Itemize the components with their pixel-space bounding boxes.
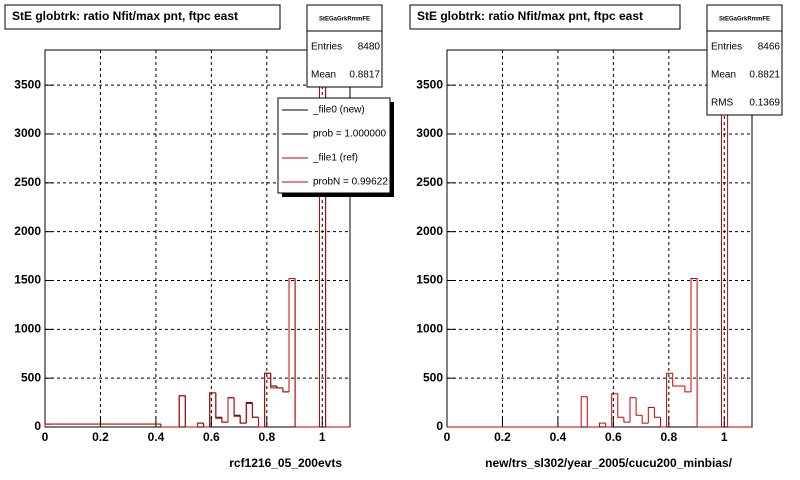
panel: 0 500 1000 1500 2000 2500 3000 3500 0 0.2 0.4 0.6 0.… (4, 4, 394, 470)
y-tick-label: 1500 (14, 273, 41, 287)
stats-value: 0.8821 (749, 70, 780, 81)
histogram-bin (690, 278, 698, 392)
histogram-bin (239, 416, 247, 424)
histogram-bin (635, 397, 643, 416)
histogram-bin (288, 278, 296, 392)
legend-box (277, 97, 391, 194)
x-axis-label: rcf1216_05_200evts (229, 456, 342, 470)
histogram-bin (209, 392, 216, 427)
y-tick-label: 2500 (14, 175, 41, 189)
stats-name: StEGaGrkRmmFE (319, 17, 370, 23)
histogram-bin (617, 393, 624, 418)
histogram-bin (641, 415, 649, 424)
plot-frame (446, 49, 753, 428)
histogram-bin (203, 423, 210, 428)
stats-box (706, 4, 783, 116)
histogram-bin (684, 385, 691, 393)
histogram-bin (294, 278, 302, 428)
stats-label: Mean (311, 70, 336, 81)
y-tick-label: 3000 (14, 126, 41, 140)
chart-title: StE globtrk: ratio Nfit/max pnt, ftpc ea… (417, 9, 643, 23)
histogram-bin (245, 403, 253, 424)
histogram-bin (270, 373, 277, 389)
x-tick-label: 0.8 (258, 430, 275, 444)
title-box (409, 4, 681, 30)
stats-label: Mean (711, 70, 736, 81)
title-box (4, 4, 281, 30)
histogram-bin (611, 393, 618, 427)
y-tick-label: 1000 (416, 322, 443, 336)
histogram-bin (184, 395, 192, 428)
legend-label: probN = 0.99622 (313, 177, 388, 188)
legend-label: _file1 (ref) (312, 153, 358, 164)
y-tick-label: 1500 (416, 273, 443, 287)
histogram-bin (160, 424, 167, 428)
y-tick-label: 3500 (416, 77, 443, 91)
histogram-bin (258, 417, 265, 428)
histogram-bin (586, 396, 594, 428)
histogram-bin (666, 372, 673, 427)
histogram-bin (282, 387, 289, 393)
stats-label: Entries (311, 42, 342, 53)
histogram-bin (623, 417, 630, 423)
x-tick-label: 0.2 (494, 430, 511, 444)
y-tick-label: 0 (34, 419, 41, 433)
stats-value: 8466 (758, 42, 781, 53)
x-tick-label: 1 (721, 430, 728, 444)
x-tick-label: 0.6 (203, 430, 220, 444)
y-tick-label: 3000 (416, 126, 443, 140)
histogram-bin (672, 373, 679, 387)
x-tick-label: 0.2 (92, 430, 109, 444)
y-tick-label: 1000 (14, 322, 41, 336)
histogram-bin (197, 422, 204, 427)
histogram-bin (251, 403, 259, 418)
stats-value: 0.8817 (349, 70, 380, 81)
y-tick-label: 0 (436, 419, 443, 433)
histogram-bin (647, 406, 655, 424)
x-axis-label: new/trs_sl302/year_2005/cucu200_minbias/ (485, 456, 732, 470)
stats-label: Entries (711, 42, 742, 53)
x-tick-label: 0 (444, 430, 451, 444)
histogram-bin (44, 423, 52, 427)
x-tick-label: 0.8 (660, 430, 677, 444)
stats-value: 8480 (358, 42, 381, 53)
stats-name: StEGaGrkRmmFE (719, 17, 770, 23)
y-tick-label: 2500 (416, 175, 443, 189)
x-tick-label: 0.4 (550, 430, 567, 444)
stats-label: RMS (711, 98, 734, 109)
histogram-bin (580, 396, 588, 427)
histogram-bin (653, 407, 661, 418)
y-tick-label: 2000 (14, 224, 41, 238)
histogram-bin (727, 70, 734, 428)
panel: 0 500 1000 1500 2000 2500 3000 3500 0 0.2 0.4 0.6 0.… (409, 4, 783, 470)
x-tick-label: 0.6 (605, 430, 622, 444)
y-tick-label: 500 (21, 370, 41, 384)
x-tick-label: 0.4 (148, 430, 165, 444)
legend-label: _file0 (new) (312, 105, 365, 116)
histogram-bin (629, 397, 637, 423)
histogram-bin (227, 397, 235, 423)
histogram-bin (233, 397, 241, 417)
stats-value: 0.1369 (749, 98, 780, 109)
histogram-bin (215, 392, 222, 419)
histogram-bin (660, 417, 667, 428)
histogram-bin (178, 395, 186, 427)
histogram-bin (221, 418, 228, 423)
histogram-bin (605, 423, 612, 428)
histogram-bin (696, 278, 704, 428)
x-tick-label: 1 (319, 430, 326, 444)
histogram-bin (599, 422, 606, 427)
chart-title: StE globtrk: ratio Nfit/max pnt, ftpc ea… (12, 9, 238, 23)
legend-label: prob = 1.000000 (313, 129, 387, 140)
y-tick-label: 2000 (416, 224, 443, 238)
stats-box (306, 4, 383, 88)
x-tick-label: 0 (42, 430, 49, 444)
histogram-bin (264, 372, 271, 427)
y-tick-label: 500 (423, 370, 443, 384)
y-tick-label: 3500 (14, 77, 41, 91)
